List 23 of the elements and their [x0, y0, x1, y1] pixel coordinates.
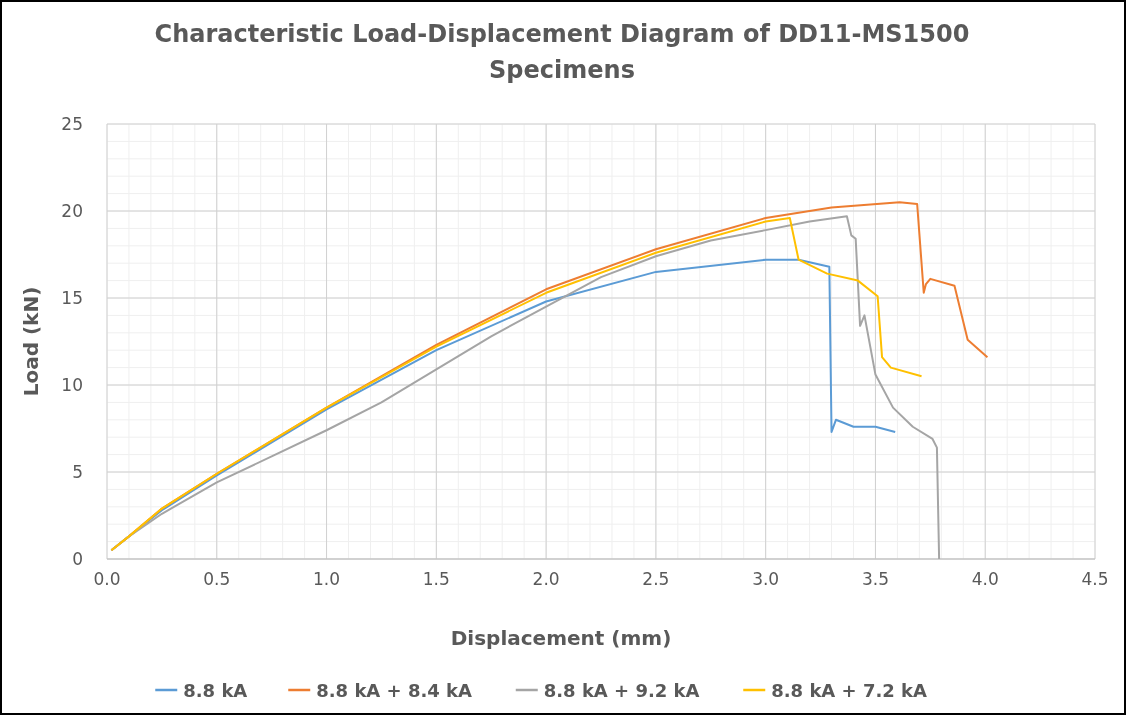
chart-title: Characteristic Load-Displacement Diagram of DD11-MS1500 Specimens	[154, 20, 970, 84]
y-tick-label: 0	[72, 549, 83, 569]
x-axis-title: Displacement (mm)	[450, 626, 672, 650]
x-tick-label: 3.5	[861, 569, 889, 589]
x-tick-label: 1.0	[313, 569, 341, 589]
y-tick-label: 20	[61, 201, 83, 221]
y-axis-title: Load (kN)	[19, 286, 43, 397]
x-tick-label: 0.0	[93, 569, 121, 589]
y-tick-label: 15	[61, 288, 83, 308]
legend-label: 8.8 kA + 7.2 kA	[771, 680, 928, 701]
x-tick-label: 4.5	[1081, 569, 1109, 589]
x-tick-label: 3.0	[752, 569, 780, 589]
x-tick-label: 4.0	[971, 569, 999, 589]
y-tick-label: 10	[61, 375, 83, 395]
y-tick-label: 25	[61, 114, 83, 134]
legend-label: 8.8 kA + 8.4 kA	[316, 680, 473, 701]
x-tick-label: 0.5	[203, 569, 231, 589]
legend-label: 8.8 kA + 9.2 kA	[543, 680, 700, 701]
legend-label: 8.8 kA	[183, 680, 248, 701]
y-tick-label: 5	[72, 462, 83, 482]
x-tick-label: 2.5	[642, 569, 670, 589]
x-tick-label: 1.5	[422, 569, 450, 589]
x-tick-label: 2.0	[532, 569, 560, 589]
